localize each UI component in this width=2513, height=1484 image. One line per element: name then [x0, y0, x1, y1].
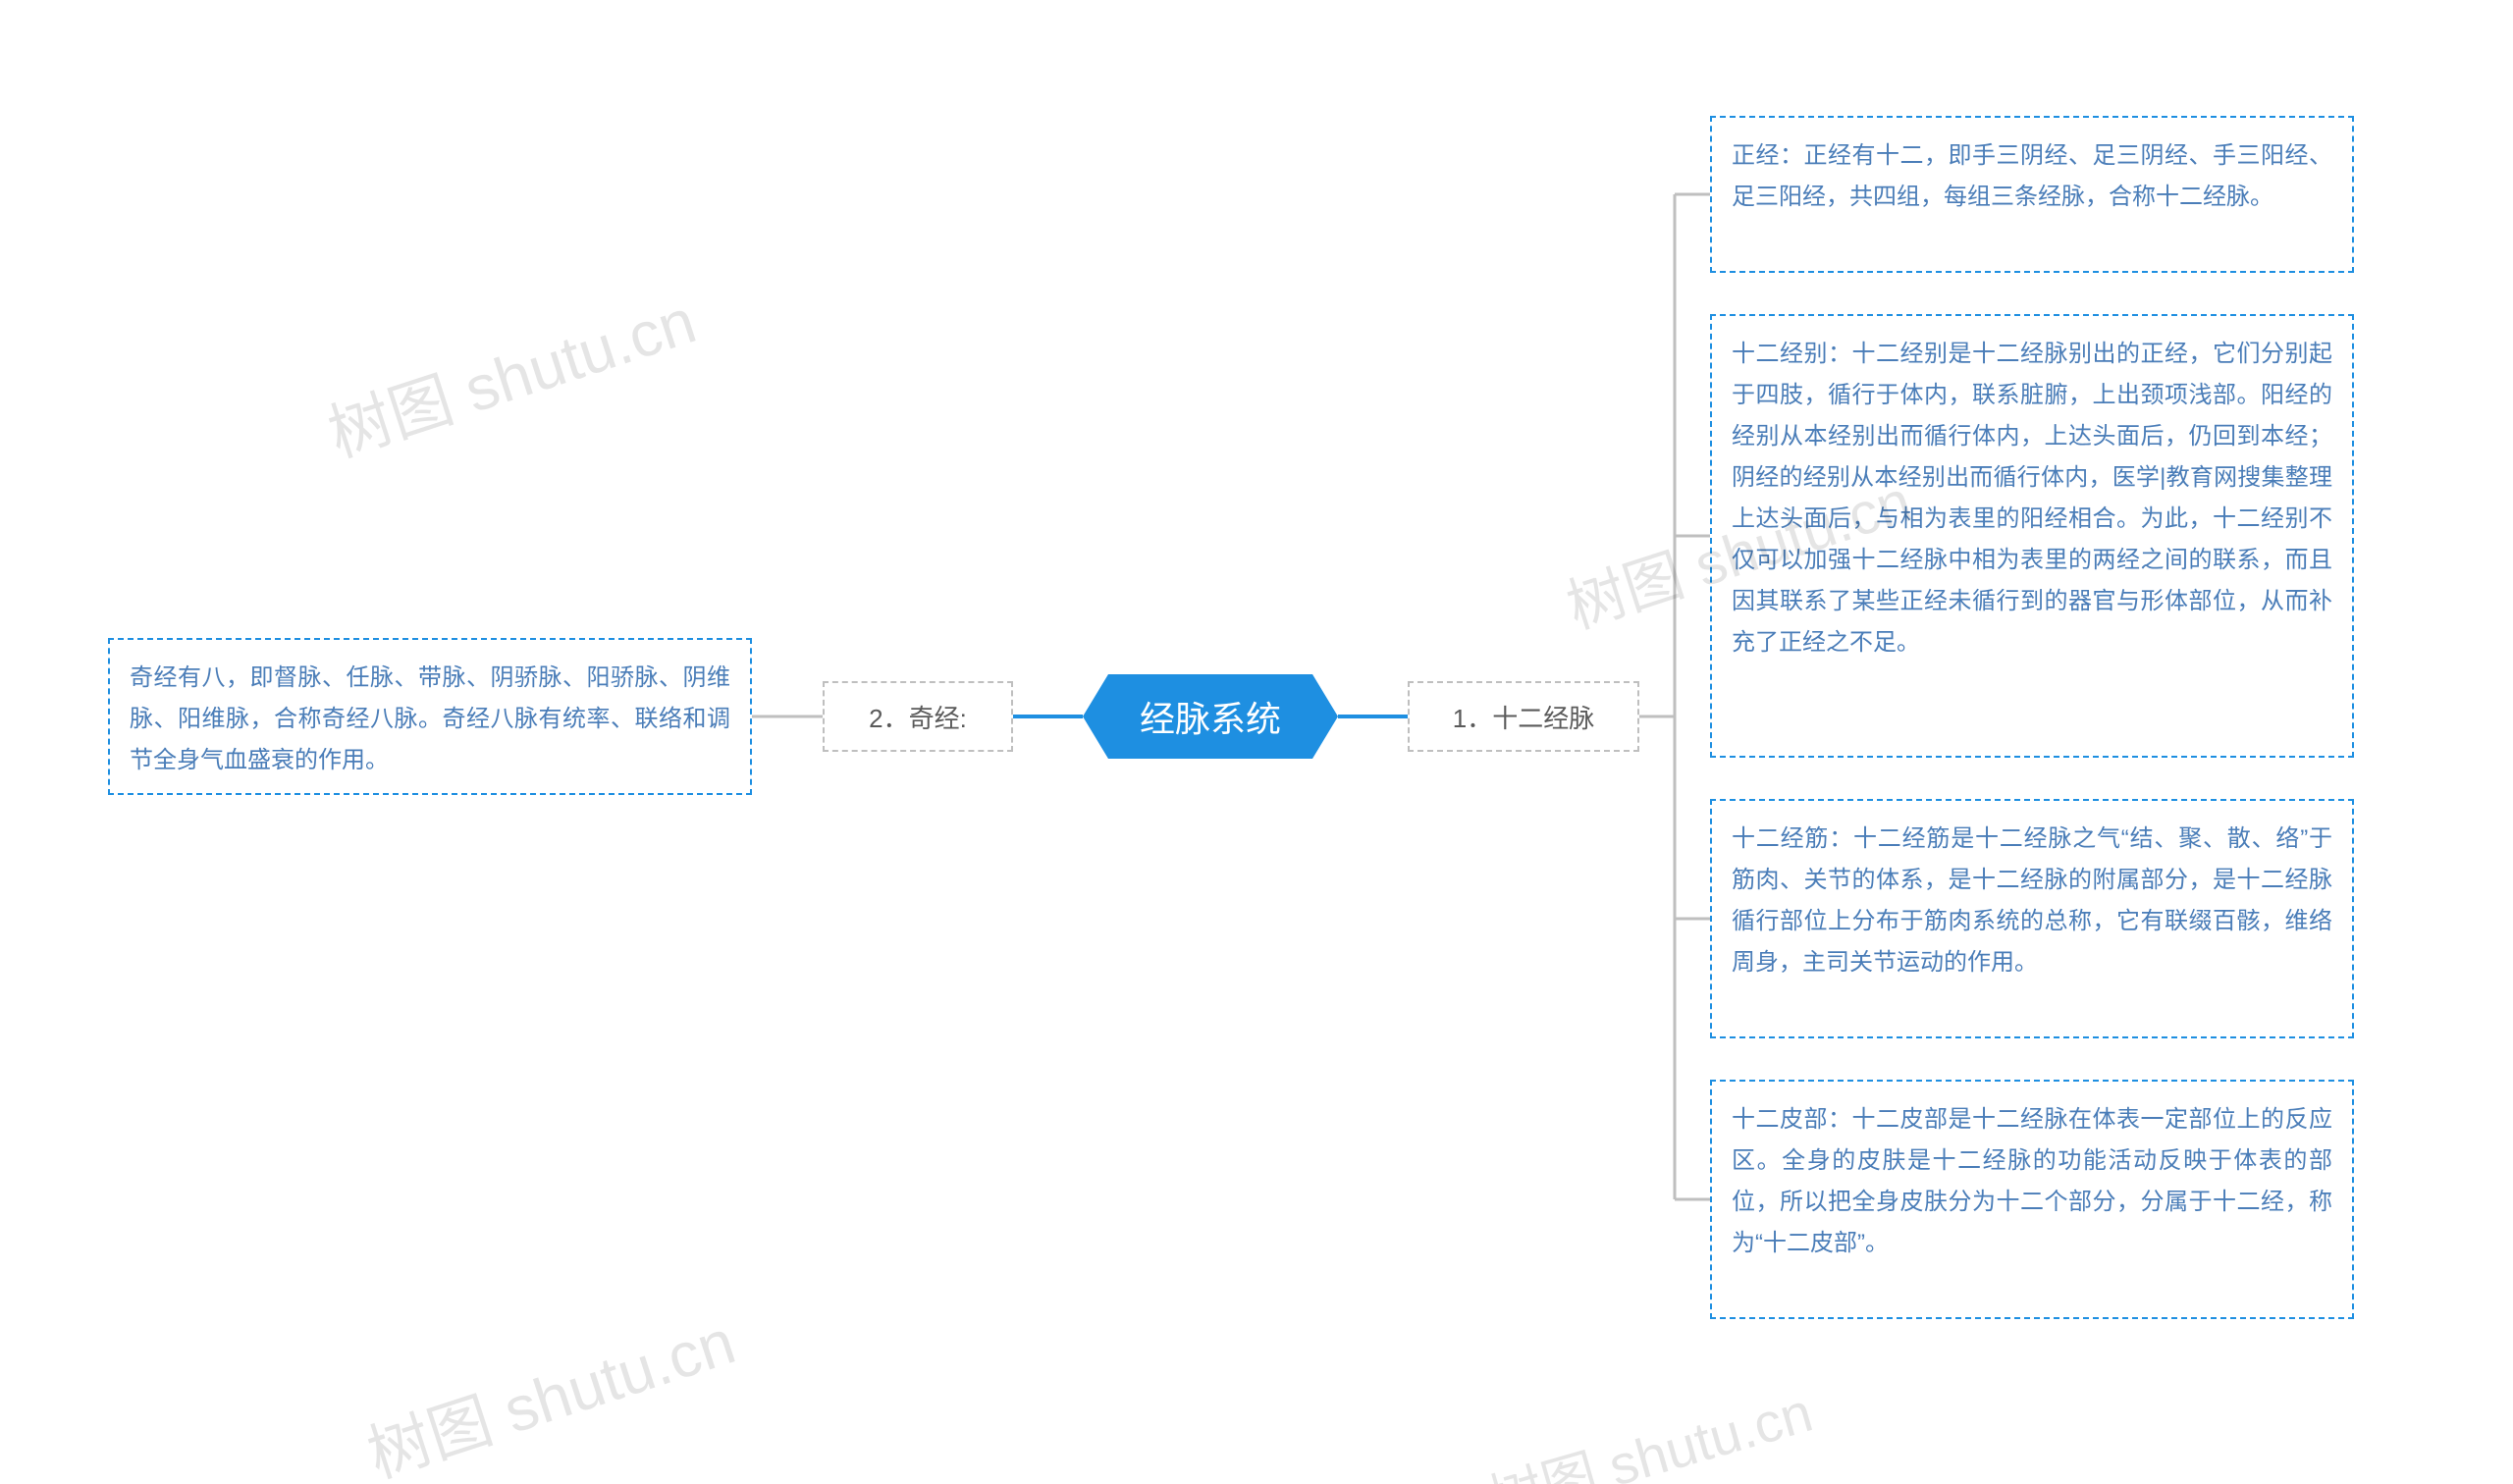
leaf-zhengjing-text: 正经：正经有十二，即手三阴经、足三阴经、手三阳经、足三阳经，共四组，每组三条经脉…	[1732, 142, 2332, 210]
center-node[interactable]: 经脉系统	[1083, 674, 1338, 759]
branch-shier[interactable]: 1．十二经脉	[1408, 681, 1639, 752]
leaf-jingjin[interactable]: 十二经筋：十二经筋是十二经脉之气“结、聚、散、络”于筋肉、关节的体系，是十二经脉…	[1710, 799, 2354, 1038]
branch-qijing-label: 2．奇经:	[869, 699, 967, 735]
leaf-jingbie-text: 十二经别：十二经别是十二经脉别出的正经，它们分别起于四肢，循行于体内，联系脏腑，…	[1732, 341, 2332, 656]
center-label: 经脉系统	[1140, 691, 1281, 742]
watermark: 树图 shutu.cn	[1478, 1368, 1820, 1484]
leaf-jingjin-text: 十二经筋：十二经筋是十二经脉之气“结、聚、散、络”于筋肉、关节的体系，是十二经脉…	[1732, 825, 2332, 976]
leaf-pibu[interactable]: 十二皮部：十二皮部是十二经脉在体表一定部位上的反应区。全身的皮肤是十二经脉的功能…	[1710, 1080, 2354, 1319]
branch-qijing[interactable]: 2．奇经:	[823, 681, 1013, 752]
leaf-pibu-text: 十二皮部：十二皮部是十二经脉在体表一定部位上的反应区。全身的皮肤是十二经脉的功能…	[1732, 1106, 2332, 1256]
leaf-qijing-text: 奇经有八，即督脉、任脉、带脉、阴骄脉、阳骄脉、阴维脉、阳维脉，合称奇经八脉。奇经…	[130, 664, 730, 773]
leaf-jingbie[interactable]: 十二经别：十二经别是十二经脉别出的正经，它们分别起于四肢，循行于体内，联系脏腑，…	[1710, 314, 2354, 758]
mindmap-canvas: 经脉系统 2．奇经: 1．十二经脉 奇经有八，即督脉、任脉、带脉、阴骄脉、阳骄脉…	[0, 0, 2513, 1484]
watermark: 树图 shutu.cn	[315, 271, 705, 474]
branch-shier-label: 1．十二经脉	[1453, 699, 1594, 735]
leaf-zhengjing[interactable]: 正经：正经有十二，即手三阴经、足三阴经、手三阳经、足三阳经，共四组，每组三条经脉…	[1710, 116, 2354, 273]
leaf-qijing-detail[interactable]: 奇经有八，即督脉、任脉、带脉、阴骄脉、阳骄脉、阴维脉、阳维脉，合称奇经八脉。奇经…	[108, 638, 752, 795]
watermark: 树图 shutu.cn	[354, 1292, 744, 1484]
